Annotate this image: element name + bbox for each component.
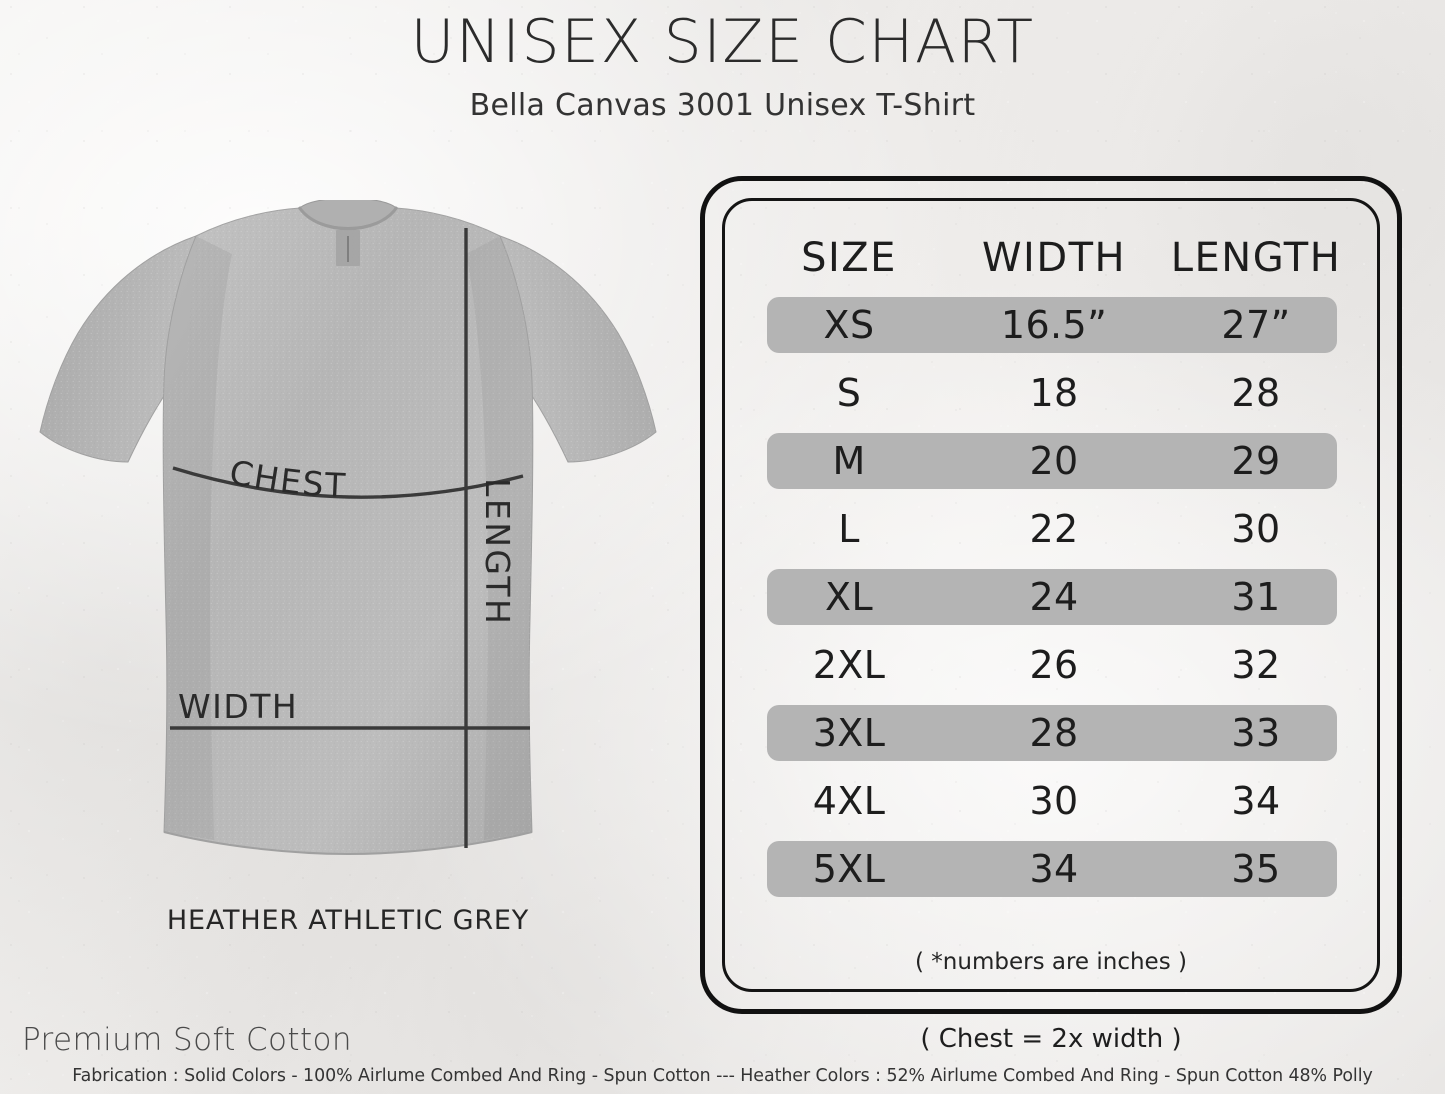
column-header-length: LENGTH [1170,235,1342,281]
cell-length: 28 [1231,371,1281,415]
cell-width: 18 [1029,371,1079,415]
page-subtitle: Bella Canvas 3001 Unisex T-Shirt [469,88,976,123]
tshirt-hem [163,831,533,856]
units-note: ( *numbers are inches ) [915,949,1187,975]
cell-size: L [838,507,860,551]
cell-length: 31 [1231,575,1281,619]
cell-size: S [836,371,862,415]
chest-guide-line [172,466,524,499]
column-header-width: WIDTH [981,235,1127,281]
table-row[interactable]: L 22 30 [745,495,1357,563]
cell-size: XS [823,303,875,347]
width-label: WIDTH [178,687,298,726]
length-label: LENGTH [478,478,517,626]
cell-width: 28 [1029,711,1079,755]
table-row[interactable]: 2XL 26 32 [745,631,1357,699]
row-stripe [767,569,1337,625]
cell-size: 5XL [812,847,886,891]
cell-length: 32 [1231,643,1281,687]
table-row[interactable]: XS 16.5” 27” [745,291,1357,359]
cell-size: XL [825,575,874,619]
cell-size: 3XL [812,711,886,755]
cell-length: 35 [1231,847,1281,891]
table-row[interactable]: XL 24 31 [745,563,1357,631]
cell-length: 33 [1231,711,1281,755]
cell-width: 34 [1029,847,1079,891]
table-header-row: SIZE WIDTH LENGTH [745,225,1357,291]
cell-length: 34 [1231,779,1281,823]
cell-width: 30 [1029,779,1079,823]
chest-formula-note: ( Chest = 2x width ) [920,1024,1182,1054]
cell-width: 24 [1029,575,1079,619]
row-stripe [767,433,1337,489]
cell-width: 20 [1029,439,1079,483]
tshirt-color-caption: HEATHER ATHLETIC GREY [166,905,530,936]
cell-width: 22 [1029,507,1079,551]
fabrication-note: Fabrication : Solid Colors - 100% Airlum… [72,1066,1373,1086]
page-title: UNISEX SIZE CHART [410,7,1035,77]
row-stripe [767,841,1337,897]
row-stripe [767,297,1337,353]
table-row[interactable]: M 20 29 [745,427,1357,495]
cell-length: 30 [1231,507,1281,551]
table-row[interactable]: S 18 28 [745,359,1357,427]
column-header-size: SIZE [801,235,897,281]
cell-width: 26 [1029,643,1079,687]
tshirt-illustration-panel: CHEST LENGTH WIDTH [18,200,678,980]
table-row[interactable]: 3XL 28 33 [745,699,1357,767]
cell-size: 4XL [812,779,886,823]
row-stripe [767,705,1337,761]
premium-cotton-note: Premium Soft Cotton [22,1022,352,1058]
cell-size: M [832,439,866,483]
cell-width: 16.5” [1000,303,1108,347]
tshirt-collar-ribbing [297,206,399,231]
cell-length: 27” [1221,303,1291,347]
page-header: UNISEX SIZE CHART Bella Canvas 3001 Unis… [0,0,1445,123]
tshirt-body [162,207,534,855]
tshirt-diagram: CHEST LENGTH WIDTH [39,200,657,856]
size-table-card: SIZE WIDTH LENGTH XS 16.5” 27” S 18 28 M… [700,176,1402,1014]
cell-length: 29 [1231,439,1281,483]
table-row[interactable]: 4XL 30 34 [745,767,1357,835]
cell-size: 2XL [812,643,886,687]
size-table: SIZE WIDTH LENGTH XS 16.5” 27” S 18 28 M… [745,225,1357,975]
table-row[interactable]: 5XL 34 35 [745,835,1357,903]
size-table-inner-frame [722,198,1380,992]
